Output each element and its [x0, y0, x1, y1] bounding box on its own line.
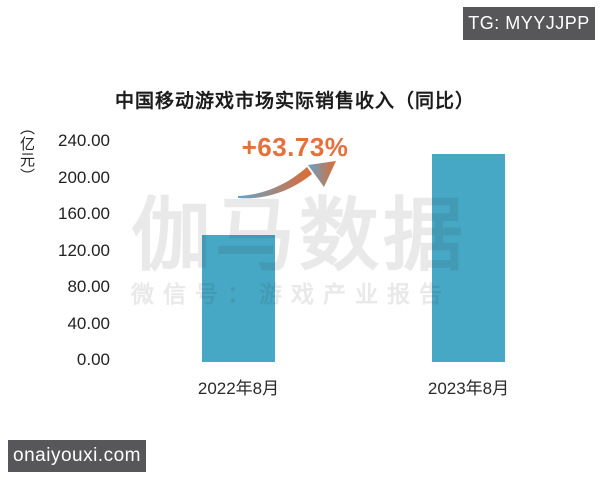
- y-axis-tick-label: 40.00: [67, 313, 110, 333]
- x-axis-label: 2023年8月: [427, 379, 510, 398]
- site-watermark-badge: onaiyouxi.com: [8, 440, 146, 472]
- y-axis-tick-label: 200.00: [58, 167, 110, 187]
- y-axis-tick-label: 80.00: [67, 277, 110, 296]
- telegram-watermark-label: TG: MYYJJPP: [468, 13, 590, 33]
- y-axis-tick-label: 160.00: [58, 204, 110, 223]
- growth-annotation: +63.73%: [241, 132, 349, 162]
- y-axis-tick-label: 0.00: [76, 350, 110, 369]
- bar-2: [432, 153, 505, 362]
- x-axis-label: 2022年8月: [197, 379, 280, 398]
- bar-1: [202, 235, 275, 362]
- y-axis-unit-label: （亿元）: [18, 120, 35, 184]
- growth-arrow-icon: [236, 157, 340, 205]
- telegram-watermark-badge: TG: MYYJJPP: [463, 7, 595, 40]
- y-axis-tick-label: 120.00: [58, 240, 110, 260]
- site-watermark-label: onaiyouxi.com: [13, 445, 141, 466]
- chart-title: 中国移动游戏市场实际销售收入（同比）: [114, 91, 475, 112]
- y-axis-tick-label: 240.00: [58, 131, 110, 150]
